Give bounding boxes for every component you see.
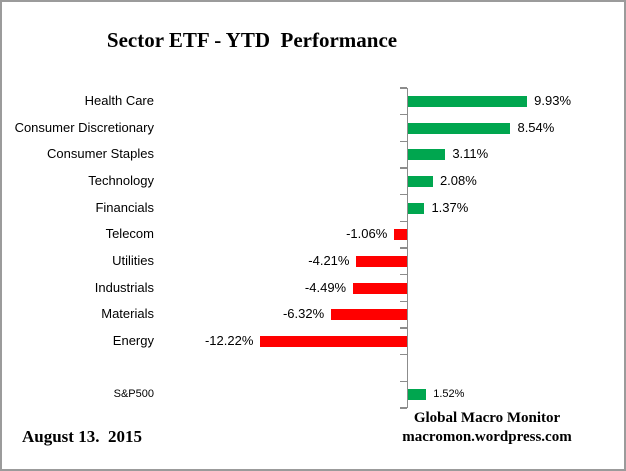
category-label: Consumer Discretionary [14,119,154,135]
value-label: 1.52% [433,388,465,401]
category-label: Financials [95,199,154,215]
axis-tick [400,140,407,143]
chart-title: Sector ETF - YTD Performance [106,28,398,52]
category-label: Energy [112,333,154,348]
category-label: Industrials [94,279,154,295]
axis-tick [400,220,407,223]
value-label: 1.37% [431,199,469,215]
category-axis-line [406,88,408,408]
category-label: Technology [88,173,154,188]
axis-tick [400,407,407,409]
source-name: Global Macro Monitor [413,410,561,426]
negative-bar [394,229,407,241]
category-label: S&P500 [113,388,154,401]
positive-bar [408,202,425,214]
value-label: -1.06% [346,226,388,242]
positive-bar [408,389,427,401]
value-label: 3.11% [452,146,489,162]
axis-tick [400,247,407,249]
value-label: -12.22% [204,333,254,348]
category-label: Health Care [84,93,154,108]
source-url: macromon.wordpress.com [402,429,572,445]
value-label: 8.54% [517,119,555,135]
axis-tick [400,193,407,196]
axis-tick [400,87,407,89]
positive-bar [408,122,511,134]
negative-bar [331,309,407,321]
value-label: 9.93% [534,93,572,108]
category-label: Telecom [105,226,154,242]
axis-tick [400,167,407,169]
axis-tick [400,273,407,276]
positive-bar [408,175,433,187]
category-label: Materials [101,306,154,322]
axis-tick [400,113,407,116]
source-attribution: Global Macro Monitor macromon.wordpress.… [356,409,618,447]
value-label: -4.49% [304,279,347,295]
negative-bar [260,335,407,347]
positive-bar [408,95,528,107]
category-label: Utilities [112,253,154,268]
negative-bar [356,255,407,267]
date-label: August 13. 2015 [22,427,142,446]
positive-bar [408,149,446,161]
value-label: -4.21% [308,253,350,268]
value-label: -6.32% [282,306,325,322]
category-label: Consumer Staples [47,146,154,162]
negative-bar [353,282,407,294]
axis-tick [400,300,407,303]
axis-tick [400,380,407,383]
value-label: 2.08% [439,173,477,188]
axis-tick [400,353,407,356]
axis-tick [400,327,407,329]
